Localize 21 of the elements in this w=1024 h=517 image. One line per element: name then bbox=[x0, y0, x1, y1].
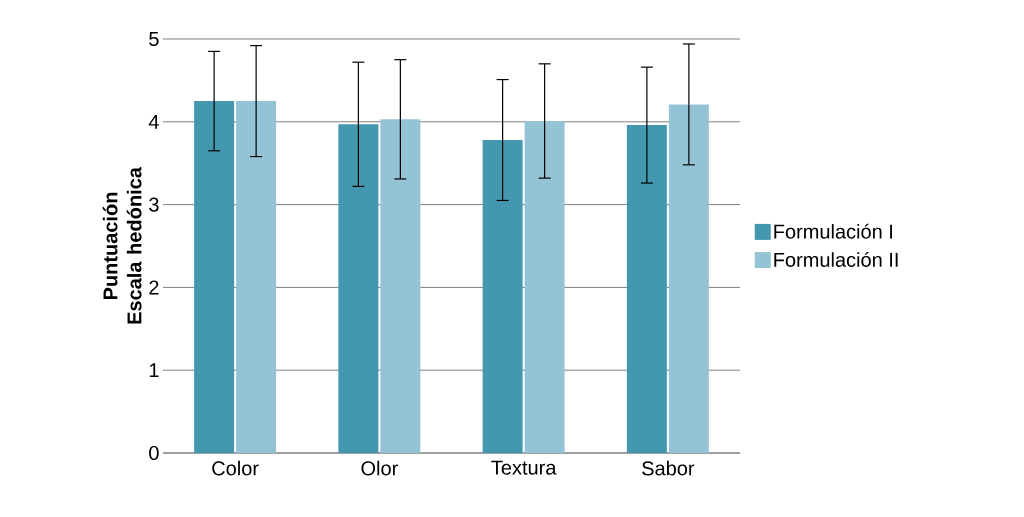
bar bbox=[482, 140, 523, 453]
x-tick-label: Olor bbox=[361, 460, 398, 476]
y-axis-title: Puntuación Escala hedónica bbox=[102, 166, 142, 324]
bar bbox=[194, 101, 235, 453]
y-tick-label: 1 bbox=[149, 363, 159, 378]
y-tick-label: 4 bbox=[148, 114, 159, 129]
y-tick-label: 0 bbox=[149, 445, 159, 461]
bar bbox=[626, 125, 667, 453]
x-tick-label: Sabor bbox=[642, 460, 695, 476]
bar bbox=[524, 120, 565, 453]
bar bbox=[338, 124, 379, 453]
y-tick-label: 3 bbox=[149, 197, 159, 212]
y-tick-label: 5 bbox=[149, 32, 159, 46]
legend-label: Formulación II bbox=[774, 251, 898, 267]
legend-label: Formulación I bbox=[774, 223, 893, 239]
y-tick-label: 2 bbox=[149, 280, 159, 295]
x-tick-label: Color bbox=[212, 460, 259, 476]
bar bbox=[380, 119, 421, 453]
bar bbox=[668, 104, 709, 453]
bar bbox=[236, 101, 277, 453]
x-tick-label: Textura bbox=[491, 460, 557, 475]
